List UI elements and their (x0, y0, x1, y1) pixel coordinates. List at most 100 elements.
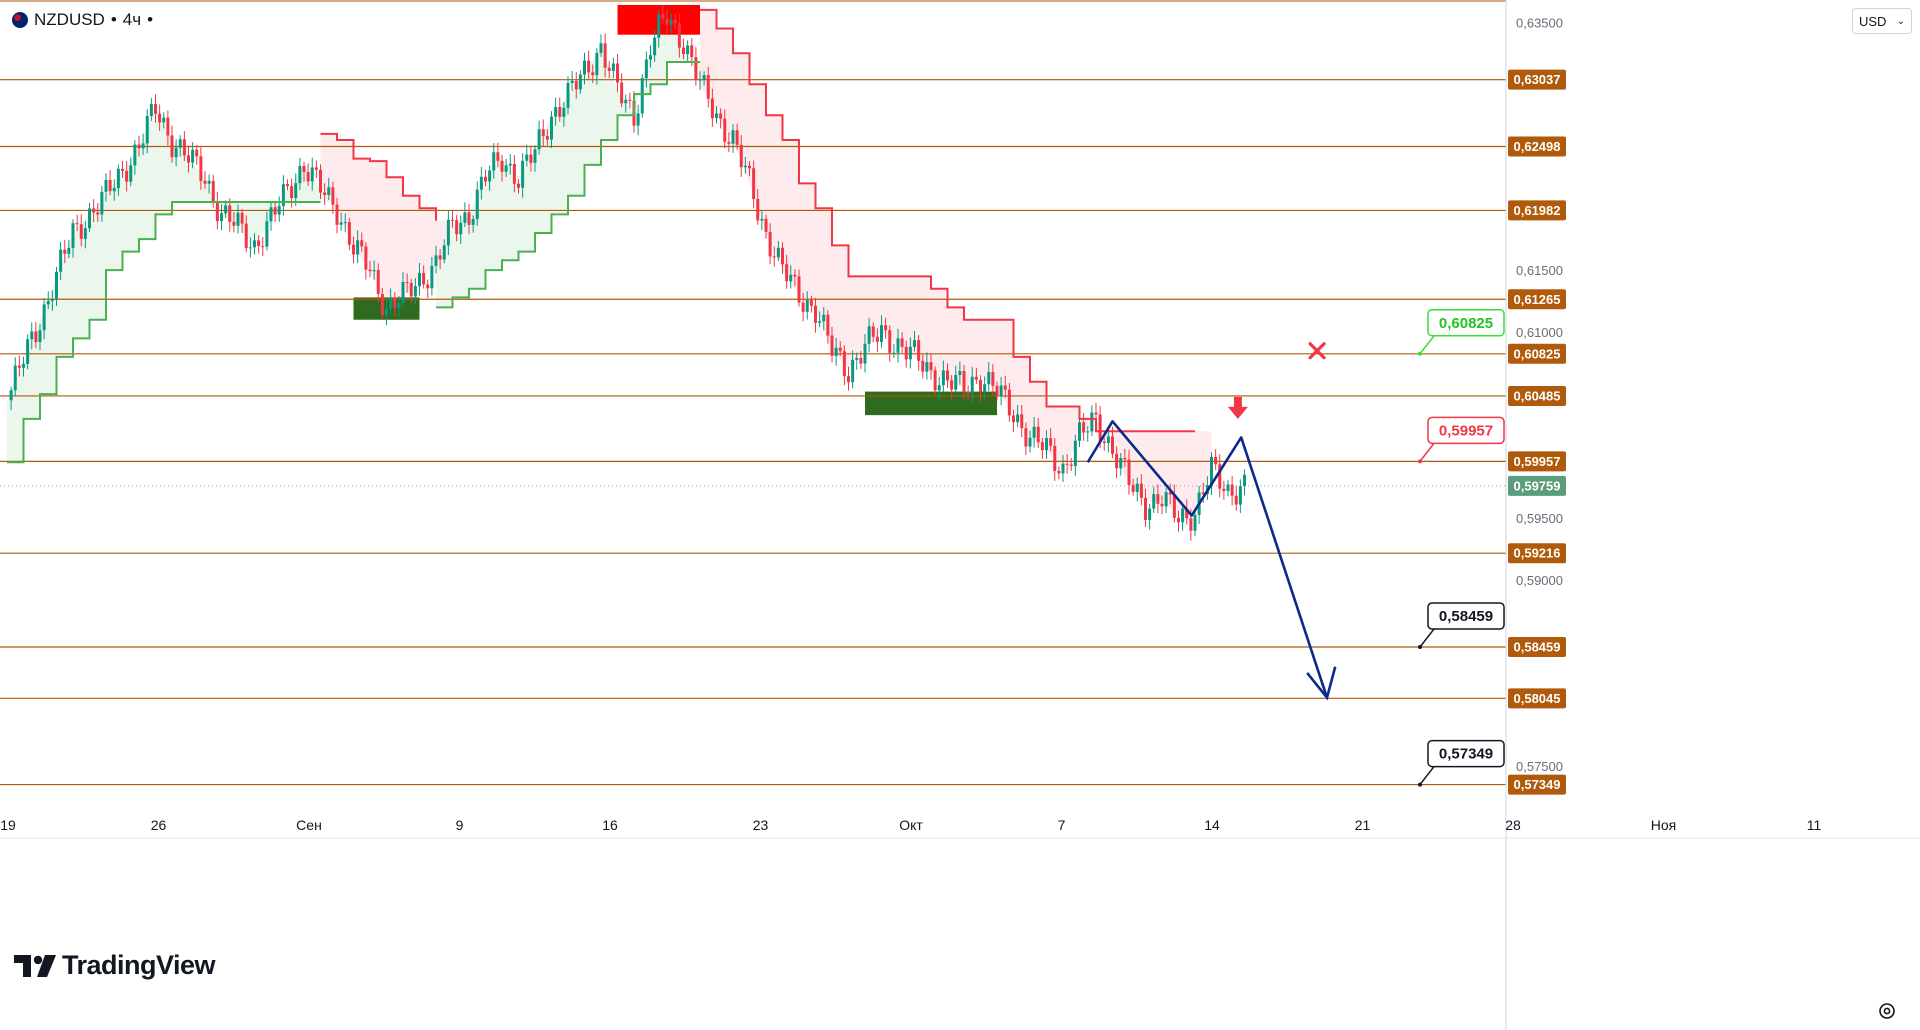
candle-body (599, 43, 603, 53)
candle-body (921, 360, 925, 372)
candle-body (545, 136, 549, 140)
level-badge (1508, 200, 1566, 221)
candle-body (471, 219, 475, 225)
candle-body (195, 149, 199, 157)
downtrend-line[interactable] (700, 8, 1195, 433)
candle-body (422, 272, 426, 285)
callout-box[interactable] (1427, 309, 1505, 337)
candle-body (269, 207, 273, 222)
candle-body (979, 379, 982, 392)
candle-body (500, 160, 504, 172)
candle-body (446, 219, 450, 246)
x-tick-label: 11 (1807, 817, 1822, 833)
candle-body (867, 326, 871, 344)
callout-box[interactable] (1427, 416, 1505, 445)
candle-body (508, 163, 512, 166)
symbol-title[interactable]: NZDUSD • 4ч • (12, 10, 153, 30)
candle-body (170, 135, 174, 158)
candle-body (1230, 484, 1234, 496)
candle-body (644, 59, 648, 79)
candle-body (789, 274, 793, 282)
candle-body (479, 176, 483, 190)
candle-body (974, 376, 978, 380)
candle-body (125, 170, 129, 182)
level-badge (1508, 289, 1566, 310)
timeframe-label: 4ч (122, 10, 142, 29)
candle-body (628, 99, 632, 101)
candle-body (537, 129, 541, 150)
candle-body (880, 325, 883, 342)
candle-body (694, 57, 698, 81)
currency-select[interactable]: USD ⌄ (1852, 8, 1912, 34)
candle-body (17, 365, 21, 368)
downtrend-line[interactable] (320, 132, 437, 221)
candle-body (224, 205, 228, 214)
candle-body (570, 80, 574, 84)
y-tick-label: 0,57500 (1516, 759, 1563, 774)
candle-body (562, 107, 566, 117)
candle-body (467, 212, 471, 225)
uptrend-line[interactable] (7, 201, 321, 464)
candle-body (653, 37, 657, 56)
candle-body (1226, 484, 1230, 491)
candle-body (405, 282, 409, 284)
candle-body (455, 220, 459, 235)
demand-zone[interactable] (865, 391, 997, 416)
candle-body (838, 347, 842, 352)
candle-body (958, 371, 962, 376)
candle-body (1135, 483, 1139, 492)
candle-body (463, 212, 467, 223)
forecast-path[interactable] (1086, 420, 1329, 699)
callout-box[interactable] (1427, 602, 1505, 630)
candle-body (63, 249, 67, 254)
candle-body (1057, 470, 1061, 474)
candle-body (521, 160, 525, 188)
candle-body (1040, 442, 1044, 451)
x-tick-label: 14 (1204, 817, 1220, 833)
callout-pointer (1419, 628, 1435, 648)
candle-body (620, 82, 624, 104)
nzd-flag-icon (12, 12, 28, 28)
candle-body (108, 179, 112, 192)
candle-body (677, 23, 681, 48)
candle-body (1061, 463, 1065, 474)
uptrend-line[interactable] (436, 60, 700, 309)
level-badge (1508, 543, 1566, 564)
candle-body (715, 113, 718, 119)
level-badge-label: 0,61982 (1514, 203, 1561, 218)
settings-gear-icon[interactable] (1876, 1000, 1898, 1022)
candle-body (141, 143, 145, 149)
tradingview-mark-icon (14, 954, 56, 977)
candle-body (900, 338, 904, 347)
candle-body (661, 14, 665, 19)
callout-box[interactable] (1427, 739, 1505, 768)
candle-body (451, 219, 454, 221)
candle-body (426, 284, 430, 289)
candle-body (793, 274, 797, 277)
candle-body (533, 149, 537, 163)
candle-body (1222, 488, 1226, 491)
candle-body (855, 357, 859, 360)
candle-body (88, 208, 91, 229)
candle-body (26, 339, 30, 364)
level-badge-label: 0,58045 (1514, 691, 1561, 706)
candle-body (442, 245, 446, 260)
candle-body (1152, 494, 1156, 509)
candle-body (558, 107, 562, 117)
candle-body (830, 335, 834, 356)
candle-body (385, 308, 388, 316)
candle-body (310, 167, 314, 182)
candle-body (1028, 437, 1032, 447)
candle-body (768, 231, 772, 257)
y-tick-label: 0,61500 (1516, 263, 1563, 278)
candle-body (145, 115, 149, 144)
candle-body (1073, 440, 1077, 466)
candle-body (418, 272, 421, 287)
level-badge (1508, 451, 1566, 472)
candle-body (71, 223, 75, 248)
candle-body (1193, 514, 1197, 531)
dot-separator-icon: • (147, 10, 154, 29)
level-badge-label: 0,63037 (1514, 72, 1561, 87)
candle-body (133, 144, 137, 166)
